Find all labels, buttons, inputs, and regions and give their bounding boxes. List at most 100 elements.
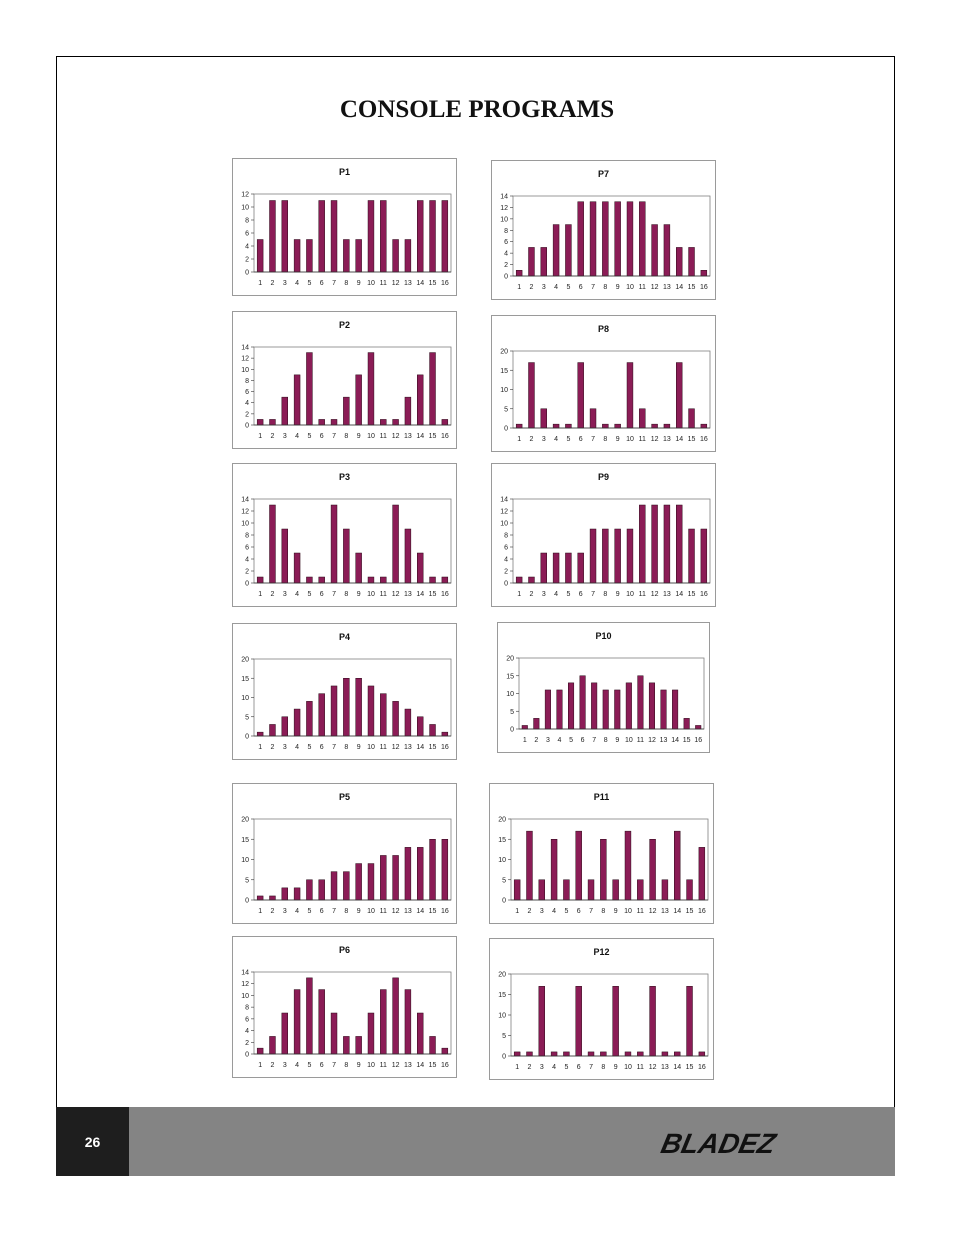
bar <box>330 200 338 273</box>
x-tick-label: 4 <box>295 908 299 915</box>
x-tick-label: 4 <box>295 591 299 598</box>
y-tick-label: 10 <box>506 691 514 698</box>
y-tick-label: 8 <box>504 533 508 540</box>
chart-border <box>497 622 710 753</box>
x-tick-label: 12 <box>649 908 657 915</box>
x-tick-label: 7 <box>332 1062 336 1069</box>
bar <box>380 576 387 584</box>
bar <box>625 682 632 730</box>
bar <box>306 701 313 737</box>
y-tick-label: 6 <box>245 231 249 238</box>
bar <box>600 839 607 901</box>
bar <box>441 200 449 273</box>
bar <box>602 689 609 730</box>
y-tick-label: 10 <box>500 521 508 528</box>
bar <box>661 879 669 901</box>
bar <box>318 419 325 426</box>
y-tick-label: 0 <box>245 270 249 277</box>
bar <box>404 847 412 901</box>
x-tick-label: 11 <box>380 908 387 915</box>
bar <box>563 879 570 901</box>
x-tick-label: 10 <box>626 284 634 291</box>
x-tick-label: 1 <box>258 1062 262 1069</box>
x-tick-label: 14 <box>416 744 424 751</box>
bar <box>626 362 634 429</box>
y-tick-label: 8 <box>245 378 249 385</box>
x-tick-label: 6 <box>581 737 585 744</box>
bar <box>651 423 658 429</box>
x-tick-label: 7 <box>591 436 595 443</box>
x-tick-label: 15 <box>429 908 437 915</box>
x-tick-label: 16 <box>441 591 449 598</box>
bar <box>293 989 301 1055</box>
x-tick-label: 11 <box>637 908 644 915</box>
x-tick-label: 15 <box>429 1062 437 1069</box>
x-tick-label: 11 <box>380 744 387 751</box>
x-tick-label: 12 <box>651 591 659 598</box>
bar <box>700 423 708 429</box>
x-tick-label: 2 <box>530 591 534 598</box>
bar <box>686 879 693 901</box>
y-tick-label: 20 <box>498 817 506 824</box>
bar <box>429 1036 436 1055</box>
x-tick-label: 10 <box>626 436 634 443</box>
bar <box>528 247 535 277</box>
x-tick-label: 5 <box>566 591 570 598</box>
chart-title: P12 <box>593 947 609 957</box>
bar <box>526 1051 533 1057</box>
x-tick-label: 14 <box>675 436 683 443</box>
bar <box>602 201 609 277</box>
x-tick-label: 12 <box>392 1062 400 1069</box>
bar <box>441 1047 449 1055</box>
bar <box>552 552 560 584</box>
x-tick-label: 10 <box>625 737 633 744</box>
x-tick-label: 15 <box>688 591 696 598</box>
bar <box>600 1051 607 1057</box>
bar <box>256 419 264 426</box>
bar <box>441 839 449 901</box>
bar <box>269 895 276 901</box>
y-tick-label: 15 <box>241 837 249 844</box>
bar <box>281 528 288 584</box>
y-tick-label: 2 <box>504 569 508 576</box>
x-tick-label: 5 <box>307 433 311 440</box>
bar <box>663 224 671 277</box>
x-tick-label: 12 <box>651 284 659 291</box>
x-tick-label: 4 <box>295 433 299 440</box>
x-tick-label: 8 <box>604 737 608 744</box>
x-tick-label: 8 <box>344 433 348 440</box>
bar <box>533 718 540 730</box>
bar <box>429 839 436 901</box>
bar <box>637 1051 644 1057</box>
bar <box>417 200 424 273</box>
bar <box>663 504 671 584</box>
x-tick-label: 9 <box>357 591 361 598</box>
bar <box>281 1012 288 1055</box>
x-tick-label: 8 <box>603 591 607 598</box>
y-tick-label: 15 <box>500 368 508 375</box>
x-tick-label: 10 <box>624 1064 632 1071</box>
bar <box>538 879 545 901</box>
x-tick-label: 6 <box>579 436 583 443</box>
bar <box>552 224 560 277</box>
x-tick-label: 10 <box>626 591 634 598</box>
bar <box>441 419 449 426</box>
x-tick-label: 8 <box>601 1064 605 1071</box>
bar <box>256 731 264 737</box>
bar <box>614 423 621 429</box>
chart-border <box>489 938 714 1080</box>
bar <box>330 1012 338 1055</box>
y-tick-label: 14 <box>241 970 249 977</box>
x-tick-label: 7 <box>589 908 593 915</box>
x-tick-label: 2 <box>271 591 275 598</box>
x-tick-label: 2 <box>271 1062 275 1069</box>
x-tick-label: 9 <box>615 737 619 744</box>
chart-title: P1 <box>339 167 350 177</box>
bar <box>565 423 572 429</box>
bar <box>626 201 634 277</box>
x-tick-label: 9 <box>357 744 361 751</box>
x-tick-label: 12 <box>648 737 656 744</box>
bar <box>269 504 276 584</box>
x-tick-label: 16 <box>698 908 706 915</box>
